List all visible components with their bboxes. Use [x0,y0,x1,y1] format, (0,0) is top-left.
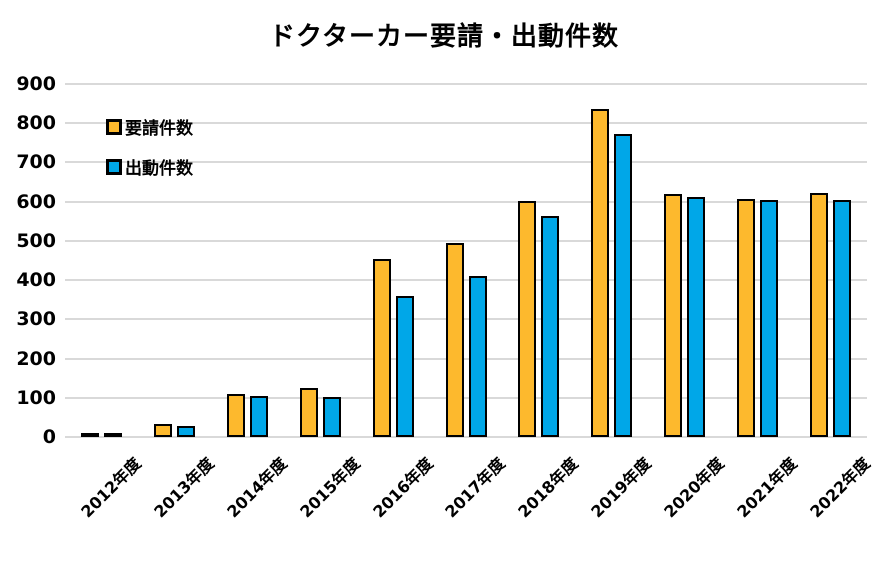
y-tick-label-400: 400 [16,269,56,292]
gridline-400 [65,279,867,282]
bar-2019年度-出動件数 [614,134,632,437]
chart-title: ドクターカー要請・出動件数 [269,22,619,52]
bar-2013年度-要請件数 [154,424,172,437]
bar-2019年度-要請件数 [591,109,609,437]
y-tick-label-500: 500 [16,229,56,252]
y-tick-label-900: 900 [16,73,56,95]
x-tick-label-2017年度: 2017年度 [441,453,510,522]
bar-2018年度-出動件数 [541,216,559,437]
bar-2018年度-要請件数 [518,201,536,437]
gridline-100 [65,396,867,399]
x-tick-label-2021年度: 2021年度 [733,453,801,522]
bar-2022年度-要請件数 [810,193,828,437]
legend-swatch-出動件数 [106,158,122,175]
bar-2020年度-出動件数 [687,197,705,437]
legend-item-出動件数: 出動件数 [106,158,193,179]
bar-2017年度-要請件数 [446,243,464,437]
legend-label-出動件数: 出動件数 [125,159,193,179]
bar-2015年度-出動件数 [323,397,341,437]
plot-area: 要請件数 出動件数 [65,83,867,438]
y-tick-label-300: 300 [16,308,56,331]
gridline-700 [65,161,867,164]
y-tick-label-100: 100 [16,386,56,409]
bar-2022年度-出動件数 [833,200,851,437]
bar-2020年度-要請件数 [664,194,682,437]
bar-2014年度-要請件数 [227,394,245,437]
bar-2016年度-出動件数 [396,296,414,437]
y-tick-label-0: 0 [42,426,56,448]
legend-label-要請件数: 要請件数 [125,119,193,139]
x-tick-label-2013年度: 2013年度 [150,453,218,522]
gridline-300 [65,318,867,321]
legend-item-要請件数: 要請件数 [106,118,193,139]
x-tick-label-2020年度: 2020年度 [660,453,728,522]
y-tick-label-700: 700 [16,151,56,174]
legend: 要請件数 出動件数 [106,118,193,198]
legend-swatch-要請件数 [106,118,122,135]
bar-2017年度-出動件数 [469,276,487,437]
gridline-900 [65,83,867,85]
y-tick-label-600: 600 [16,190,56,213]
x-tick-label-2012年度: 2012年度 [77,453,145,522]
bar-2013年度-出動件数 [177,426,195,437]
x-tick-label-2015年度: 2015年度 [295,453,364,522]
gridline-500 [65,239,867,242]
y-tick-label-800: 800 [16,112,56,135]
gridline-0 [65,436,867,438]
bar-2021年度-要請件数 [737,199,755,437]
bar-2016年度-要請件数 [373,259,391,437]
bar-2021年度-出動件数 [760,200,778,437]
gridline-200 [65,357,867,360]
x-tick-label-2022年度: 2022年度 [806,453,874,522]
gridline-800 [65,122,867,125]
gridline-600 [65,200,867,203]
bar-2015年度-要請件数 [300,388,318,437]
bar-2014年度-出動件数 [250,396,268,437]
x-tick-label-2016年度: 2016年度 [368,453,437,522]
y-tick-label-200: 200 [16,347,56,370]
x-tick-label-2014年度: 2014年度 [222,453,291,522]
bar-2012年度-出動件数 [104,433,122,437]
bar-2012年度-要請件数 [81,433,99,437]
x-tick-label-2018年度: 2018年度 [514,453,583,522]
x-tick-label-2019年度: 2019年度 [587,453,656,522]
